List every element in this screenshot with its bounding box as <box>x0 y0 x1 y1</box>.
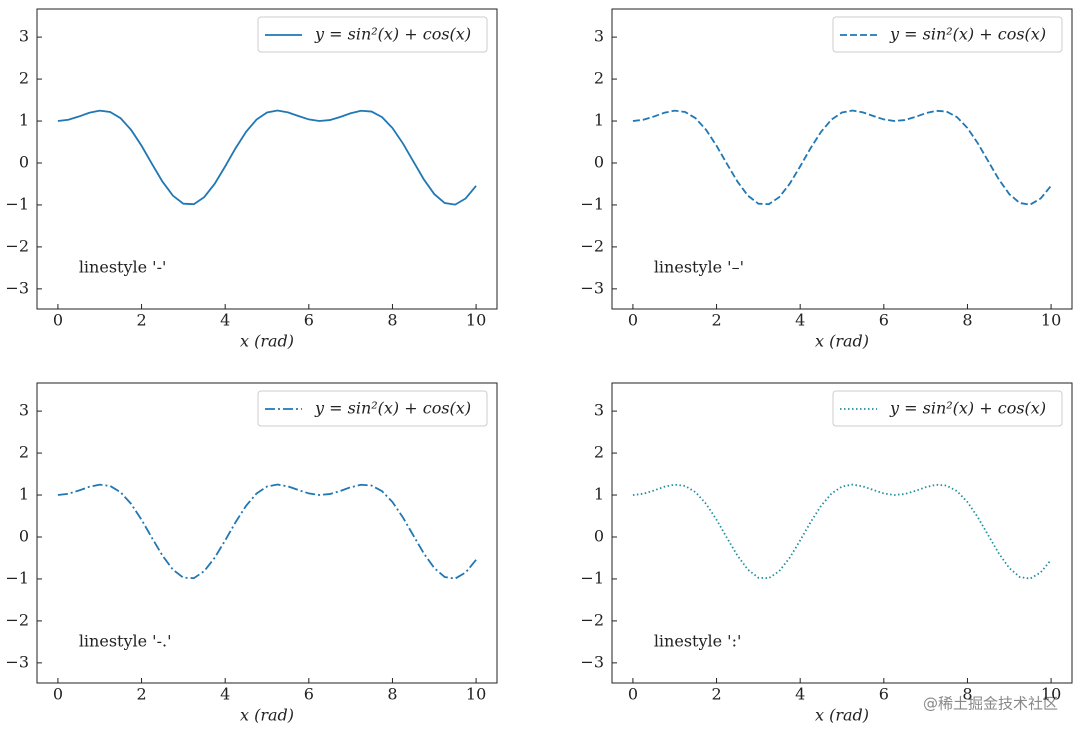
legend-box <box>257 390 488 427</box>
x-tick-label: 6 <box>304 685 314 704</box>
y-tick-label: 0 <box>594 526 604 545</box>
x-tick-label: 0 <box>628 311 638 330</box>
y-tick-label: 1 <box>594 111 604 130</box>
x-tick-label: 6 <box>879 311 889 330</box>
legend-label: y = sin²(x) + cos(x) <box>314 25 471 44</box>
x-axis-label: x (rad) <box>240 332 294 351</box>
y-tick-label: −2 <box>580 610 604 629</box>
y-tick-label: −2 <box>5 236 29 255</box>
y-tick-label: −1 <box>580 568 604 587</box>
data-line <box>57 109 477 206</box>
y-tick-label: 1 <box>594 485 604 504</box>
axes-frame <box>611 8 1073 310</box>
y-tick-label: 3 <box>19 401 29 420</box>
annotation: linestyle ':' <box>654 631 742 650</box>
y-tick-label: 2 <box>19 69 29 88</box>
x-tick-label: 8 <box>962 311 972 330</box>
x-tick-label: 0 <box>628 685 638 704</box>
y-tick-label: −1 <box>5 568 29 587</box>
y-tick-label: 3 <box>594 27 604 46</box>
x-tick-label: 4 <box>220 311 230 330</box>
y-tick-label: 2 <box>594 443 604 462</box>
axes-frame <box>36 8 498 310</box>
axes-frame <box>36 382 498 684</box>
x-tick-label: 8 <box>387 311 397 330</box>
y-tick-label: −1 <box>580 194 604 213</box>
data-line <box>57 483 477 580</box>
data-line <box>632 483 1052 580</box>
x-axis-label: x (rad) <box>815 332 869 351</box>
x-tick-label: 8 <box>387 685 397 704</box>
x-tick-label: 10 <box>466 685 486 704</box>
x-tick-label: 2 <box>711 311 721 330</box>
y-tick-label: −2 <box>580 236 604 255</box>
y-tick-label: 2 <box>594 69 604 88</box>
y-tick-label: 1 <box>19 111 29 130</box>
annotation: linestyle '-.' <box>79 631 172 650</box>
x-tick-label: 6 <box>879 685 889 704</box>
y-tick-label: −2 <box>5 610 29 629</box>
y-tick-label: 3 <box>19 27 29 46</box>
legend-box <box>832 390 1063 427</box>
y-tick-label: 3 <box>594 401 604 420</box>
x-tick-label: 6 <box>304 311 314 330</box>
y-tick-label: 2 <box>19 443 29 462</box>
x-tick-label: 4 <box>795 311 805 330</box>
x-tick-label: 4 <box>795 685 805 704</box>
watermark: @稀土掘金技术社区 <box>923 695 1058 713</box>
x-axis-label: x (rad) <box>240 706 294 725</box>
x-tick-label: 10 <box>466 311 486 330</box>
x-tick-label: 0 <box>53 311 63 330</box>
legend-label: y = sin²(x) + cos(x) <box>314 399 471 418</box>
legend-label: y = sin²(x) + cos(x) <box>889 25 1046 44</box>
y-tick-label: −3 <box>580 652 604 671</box>
axes-frame <box>611 382 1073 684</box>
legend-label: y = sin²(x) + cos(x) <box>889 399 1046 418</box>
x-tick-label: 4 <box>220 685 230 704</box>
x-tick-label: 10 <box>1041 685 1061 704</box>
y-tick-label: 1 <box>19 485 29 504</box>
y-tick-label: −3 <box>5 652 29 671</box>
legend-box <box>257 16 488 53</box>
y-tick-label: 0 <box>19 526 29 545</box>
annotation: linestyle '-' <box>79 257 167 276</box>
x-tick-label: 2 <box>136 685 146 704</box>
x-tick-label: 2 <box>136 311 146 330</box>
x-tick-label: 8 <box>962 685 972 704</box>
x-axis-label: x (rad) <box>815 706 869 725</box>
y-tick-label: 0 <box>594 152 604 171</box>
x-tick-label: 0 <box>53 685 63 704</box>
y-tick-label: 0 <box>19 152 29 171</box>
x-tick-label: 2 <box>711 685 721 704</box>
data-line <box>632 109 1052 206</box>
annotation: linestyle '–' <box>654 257 744 276</box>
x-tick-label: 10 <box>1041 311 1061 330</box>
y-tick-label: −1 <box>5 194 29 213</box>
y-tick-label: −3 <box>580 278 604 297</box>
legend-box <box>832 16 1063 53</box>
y-tick-label: −3 <box>5 278 29 297</box>
